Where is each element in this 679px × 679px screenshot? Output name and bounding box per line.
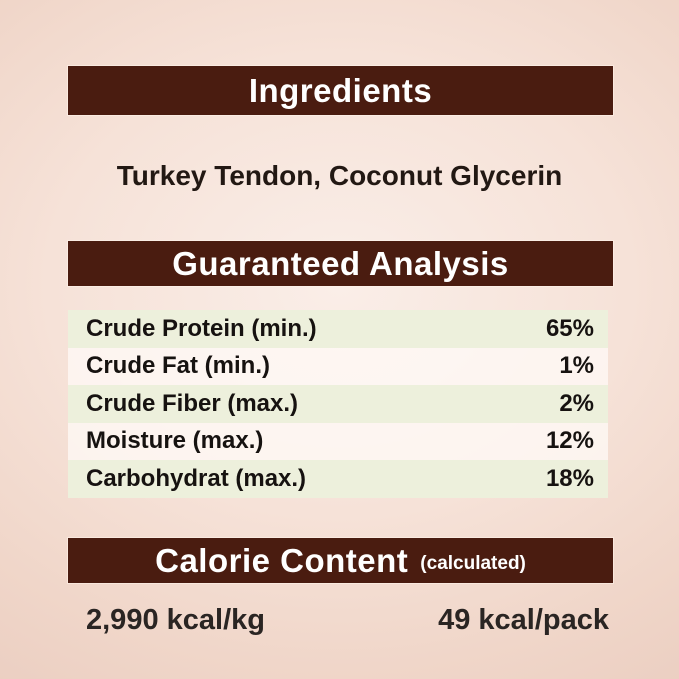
ingredients-list: Turkey Tendon, Coconut Glycerin: [116, 160, 563, 191]
ingredients-title: Ingredients: [248, 71, 433, 109]
analysis-row-crude-protein: Crude Protein (min.) 65%: [68, 310, 608, 348]
kcal-per-kg: 2,990 kcal/kg: [86, 604, 265, 636]
kcal-per-pack: 49 kcal/pack: [438, 604, 609, 636]
calorie-values: 2,990 kcal/kg 49 kcal/pack: [86, 604, 609, 637]
analysis-row-value: 18%: [545, 464, 594, 492]
analysis-row-label: Crude Protein (min.): [86, 314, 317, 342]
ingredients-header-bar: Ingredients: [68, 66, 613, 115]
calorie-content-subtitle: (calculated): [420, 552, 526, 574]
analysis-row-crude-fat: Crude Fat (min.) 1%: [68, 347, 608, 385]
analysis-row-value: 2%: [559, 389, 594, 417]
analysis-row-label: Carbohydrat (max.): [86, 464, 307, 492]
analysis-row-value: 1%: [559, 352, 594, 380]
analysis-row-label: Crude Fiber (max.): [86, 389, 299, 417]
analysis-row-value: 65%: [545, 314, 594, 342]
analysis-row-label: Crude Fat (min.): [86, 352, 270, 380]
calorie-content-title: Calorie Content: [155, 541, 409, 579]
analysis-row-moisture: Moisture (max.) 12%: [68, 422, 608, 460]
guaranteed-analysis-title: Guaranteed Analysis: [172, 244, 509, 282]
calorie-content-header-bar: Calorie Content (calculated): [68, 538, 613, 583]
analysis-row-value: 12%: [545, 427, 594, 455]
analysis-row-label: Moisture (max.): [86, 427, 264, 455]
guaranteed-analysis-header-bar: Guaranteed Analysis: [68, 241, 613, 286]
analysis-table: Crude Protein (min.) 65% Crude Fat (min.…: [68, 310, 608, 498]
analysis-row-crude-fiber: Crude Fiber (max.) 2%: [68, 385, 608, 423]
analysis-row-carbohydrate: Carbohydrat (max.) 18%: [68, 460, 608, 498]
